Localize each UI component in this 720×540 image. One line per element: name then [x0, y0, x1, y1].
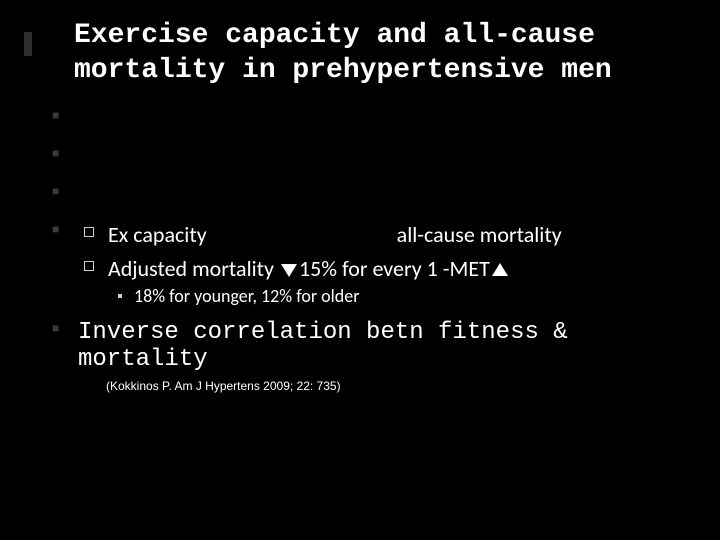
bullet-2 [52, 144, 680, 162]
ex-capacity-text-a: Ex capacity [108, 221, 207, 248]
title-accent-bar [24, 32, 32, 56]
bullet-5-text: Inverse correlation betn fitness & morta… [78, 319, 568, 373]
slide: Exercise capacity and all-cause mortalit… [0, 0, 720, 540]
bullet-3 [52, 182, 680, 200]
bullet-4-sublist: Ex capacity all-cause mortality Adjusted… [82, 220, 680, 309]
triangle-up-icon [492, 263, 508, 276]
slide-title: Exercise capacity and all-cause mortalit… [74, 18, 680, 88]
age-breakdown-text: 18% for younger, 12% for older [134, 285, 360, 307]
adj-mort-prefix: Adjusted mortality [108, 255, 279, 282]
subbullet-adjusted-mortality: Adjusted mortality 15% for every 1 -MET … [82, 254, 680, 309]
subsub-age-breakdown: 18% for younger, 12% for older [114, 285, 680, 308]
citation: (Kokkinos P. Am J Hypertens 2009; 22: 73… [106, 379, 680, 393]
subbullet-ex-capacity: Ex capacity all-cause mortality [82, 220, 680, 250]
adjusted-mortality-sublist: 18% for younger, 12% for older [114, 285, 680, 308]
title-line-2: mortality in prehypertensive men [74, 55, 612, 86]
ex-capacity-text-b: all-cause mortality [397, 221, 562, 248]
bullet-1 [52, 106, 680, 124]
bullet-4: Ex capacity all-cause mortality Adjusted… [52, 220, 680, 309]
bullet-5: Inverse correlation betn fitness & morta… [52, 319, 680, 393]
title-line-1: Exercise capacity and all-cause [74, 20, 595, 51]
bullet-list: Ex capacity all-cause mortality Adjusted… [52, 106, 680, 393]
triangle-down-icon [281, 264, 297, 277]
adj-mort-mid: 15% for every 1 -MET [299, 255, 490, 282]
citation-text: (Kokkinos P. Am J Hypertens 2009; 22: 73… [106, 379, 341, 393]
